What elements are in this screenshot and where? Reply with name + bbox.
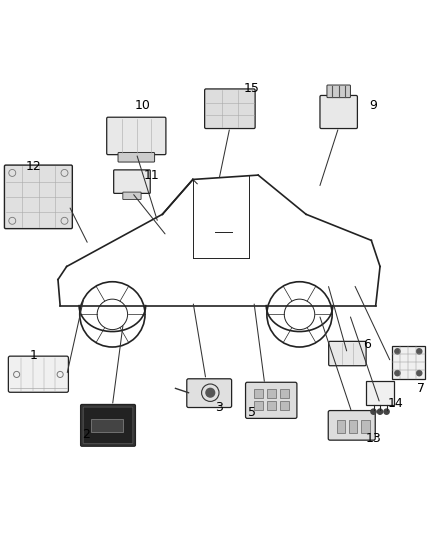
FancyBboxPatch shape: [114, 170, 150, 193]
Circle shape: [371, 409, 376, 414]
Text: 15: 15: [244, 82, 260, 94]
Bar: [392, 346, 425, 378]
FancyBboxPatch shape: [83, 407, 133, 443]
FancyBboxPatch shape: [187, 379, 232, 408]
Text: 14: 14: [387, 397, 403, 410]
Text: 11: 11: [144, 168, 159, 182]
FancyBboxPatch shape: [81, 405, 135, 446]
Bar: [267, 389, 276, 398]
FancyBboxPatch shape: [8, 356, 68, 392]
Bar: [280, 401, 289, 410]
Bar: [361, 420, 370, 433]
Bar: [254, 389, 262, 398]
FancyBboxPatch shape: [246, 382, 297, 418]
Text: 6: 6: [363, 338, 371, 351]
FancyBboxPatch shape: [123, 192, 141, 199]
FancyBboxPatch shape: [366, 381, 394, 405]
Text: 12: 12: [26, 160, 42, 173]
Text: 7: 7: [417, 382, 425, 395]
FancyBboxPatch shape: [4, 165, 72, 229]
Text: 2: 2: [82, 427, 90, 441]
FancyBboxPatch shape: [327, 85, 350, 98]
Circle shape: [384, 409, 389, 414]
Text: 3: 3: [215, 401, 223, 415]
Text: 13: 13: [366, 432, 381, 445]
Bar: [267, 401, 276, 410]
Text: 10: 10: [135, 99, 151, 112]
Circle shape: [378, 409, 383, 414]
FancyBboxPatch shape: [328, 410, 375, 440]
FancyBboxPatch shape: [91, 419, 123, 432]
Text: 9: 9: [370, 99, 378, 112]
FancyBboxPatch shape: [328, 341, 366, 366]
Bar: [336, 420, 345, 433]
Bar: [349, 420, 357, 433]
Circle shape: [417, 349, 422, 354]
FancyBboxPatch shape: [320, 95, 357, 128]
FancyBboxPatch shape: [205, 89, 255, 128]
Circle shape: [395, 349, 400, 354]
Text: 5: 5: [247, 406, 256, 419]
FancyBboxPatch shape: [118, 152, 155, 162]
Circle shape: [395, 370, 400, 376]
Circle shape: [206, 389, 215, 397]
Bar: [254, 401, 262, 410]
Text: 1: 1: [30, 349, 38, 362]
FancyBboxPatch shape: [107, 117, 166, 155]
Circle shape: [417, 370, 422, 376]
Bar: [280, 389, 289, 398]
